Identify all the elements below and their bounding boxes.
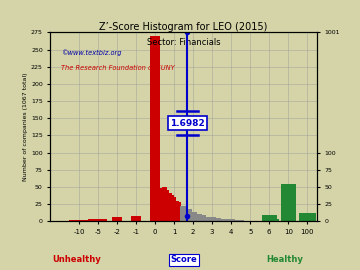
Bar — [167, 193, 172, 221]
Bar — [232, 220, 240, 221]
Text: Healthy: Healthy — [266, 255, 303, 264]
Bar — [131, 216, 141, 221]
Bar — [199, 215, 206, 221]
Bar — [172, 197, 176, 221]
Bar — [204, 217, 211, 221]
Bar — [150, 36, 160, 221]
Bar — [281, 184, 296, 221]
Bar — [281, 215, 296, 221]
Bar — [299, 213, 316, 221]
Text: ©www.textbiz.org: ©www.textbiz.org — [61, 49, 122, 56]
Bar — [208, 217, 216, 221]
Bar — [218, 219, 225, 221]
Bar — [262, 215, 277, 221]
Bar — [160, 188, 165, 221]
Text: 1.6982: 1.6982 — [170, 119, 205, 128]
Bar — [165, 190, 170, 221]
Bar — [194, 214, 202, 221]
Bar — [170, 195, 174, 221]
Bar — [89, 219, 108, 221]
Title: Z’-Score Histogram for LEO (2015): Z’-Score Histogram for LEO (2015) — [99, 22, 268, 32]
Text: Sector: Financials: Sector: Financials — [147, 38, 220, 47]
Bar — [213, 218, 221, 221]
Bar — [185, 209, 192, 221]
Bar — [189, 212, 197, 221]
Bar — [228, 219, 235, 221]
Text: Unhealthy: Unhealthy — [53, 255, 102, 264]
Bar — [264, 219, 279, 221]
Bar — [162, 187, 167, 221]
Bar — [112, 217, 122, 221]
Text: The Research Foundation of SUNY: The Research Foundation of SUNY — [61, 65, 175, 70]
Bar — [180, 206, 188, 221]
Bar — [222, 219, 230, 221]
Y-axis label: Number of companies (1067 total): Number of companies (1067 total) — [23, 73, 28, 181]
Bar — [237, 220, 244, 221]
Bar — [174, 201, 179, 221]
Bar — [176, 202, 181, 221]
Bar — [69, 220, 89, 221]
Bar — [155, 184, 160, 221]
Text: Score: Score — [170, 255, 197, 264]
